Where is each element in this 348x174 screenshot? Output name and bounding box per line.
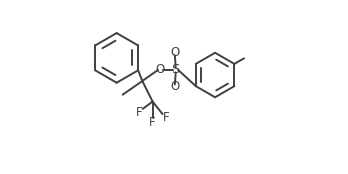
Text: F: F <box>136 106 142 119</box>
Text: F: F <box>163 111 169 124</box>
Text: O: O <box>170 81 180 93</box>
Text: O: O <box>156 63 165 76</box>
Text: O: O <box>170 46 180 59</box>
Text: S: S <box>172 63 180 76</box>
Text: F: F <box>149 116 156 129</box>
